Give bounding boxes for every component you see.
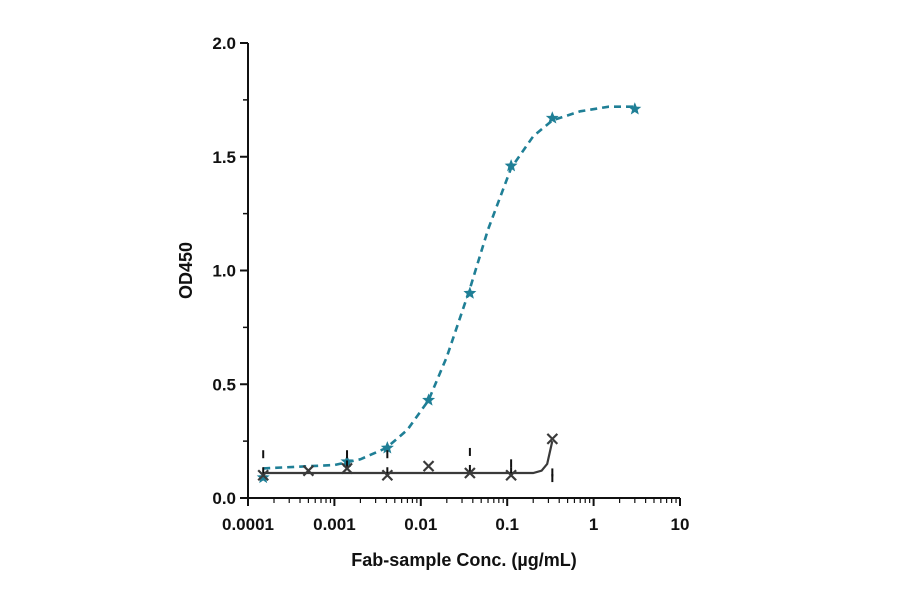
- star-marker: [463, 286, 477, 299]
- series-1: [256, 102, 642, 484]
- star-marker: [422, 393, 436, 406]
- x-marker: [422, 460, 435, 472]
- y-tick-label: 0.5: [212, 375, 236, 394]
- x-marker: [341, 462, 353, 475]
- x-tick-label: 1: [589, 515, 598, 534]
- star-marker: [628, 102, 642, 115]
- y-tick-label: 0.0: [212, 489, 236, 508]
- x-tick-label: 0.01: [404, 515, 437, 534]
- x-marker: [464, 467, 476, 479]
- star-marker: [504, 159, 518, 172]
- x-marker: [257, 469, 269, 482]
- star-marker: [545, 111, 559, 124]
- plot-area: [256, 102, 642, 484]
- x-tick-label: 0.1: [495, 515, 519, 534]
- series-2: [257, 433, 559, 483]
- x-marker: [302, 464, 315, 477]
- series-2-fit-line: [263, 440, 554, 475]
- x-marker: [381, 469, 394, 482]
- star-marker: [256, 470, 270, 484]
- x-marker: [546, 433, 559, 445]
- x-tick-label: 10: [671, 515, 690, 534]
- y-tick-label: 1.0: [212, 262, 236, 281]
- x-tick-label: 0.001: [313, 515, 356, 534]
- y-axis-title: OD450: [176, 242, 196, 299]
- x-tick-label: 0.0001: [222, 515, 274, 534]
- x-marker: [505, 469, 517, 482]
- axes: [247, 43, 680, 499]
- y-tick-label: 1.5: [212, 148, 236, 167]
- series-1-fit-line: [263, 105, 635, 470]
- ticks: 0.0 0.5 1.0 1.5 2.0 0.0001 0.001 0.01 0.1 1 10: [212, 34, 689, 534]
- x-axis-title: Fab-sample Conc. (µg/mL): [351, 550, 576, 570]
- y-tick-label: 2.0: [212, 34, 236, 53]
